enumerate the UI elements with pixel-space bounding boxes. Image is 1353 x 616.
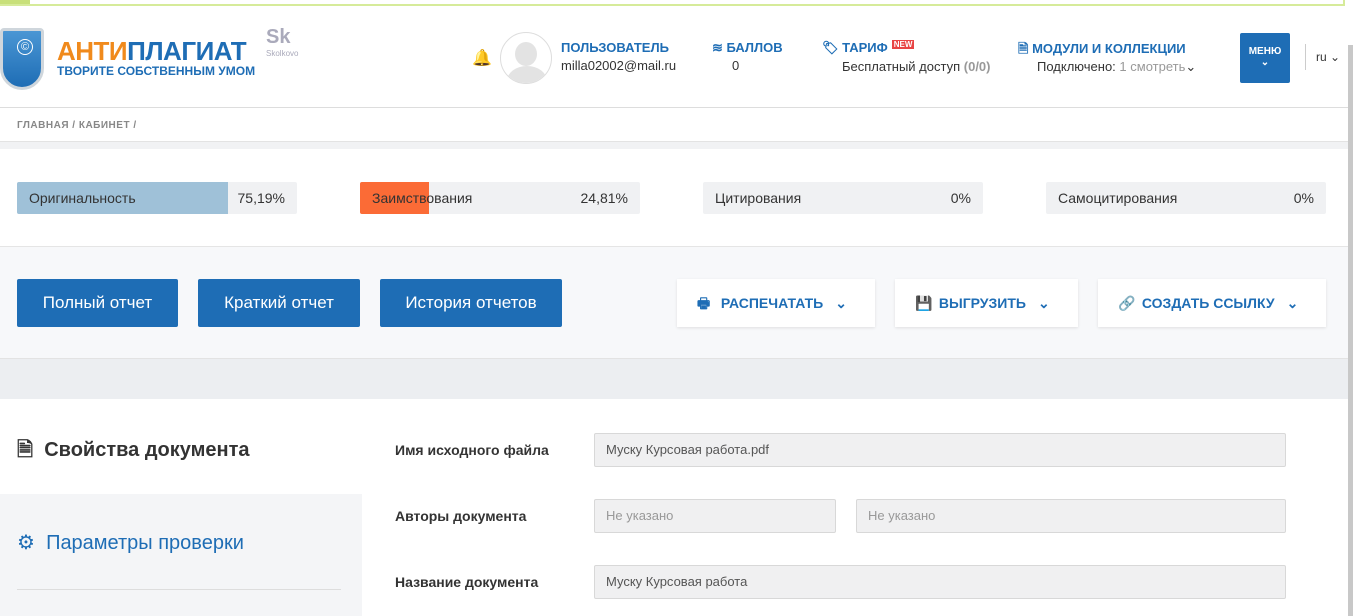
breadcrumb-cabinet[interactable]: КАБИНЕТ xyxy=(78,120,131,131)
menu-button[interactable]: МЕНЮ ⌄ xyxy=(1240,33,1290,83)
short-report-button[interactable]: Краткий отчет xyxy=(198,279,360,327)
new-badge: NEW xyxy=(891,40,915,49)
full-report-button[interactable]: Полный отчет xyxy=(17,279,178,327)
points-value: 0 xyxy=(732,58,740,73)
logo[interactable]: АНТИПЛАГИАТ xyxy=(57,36,247,66)
stat-borrowings: Заимствования 24,81% xyxy=(360,182,640,214)
language-select[interactable]: ru ⌄ xyxy=(1305,44,1340,70)
avatar[interactable] xyxy=(500,32,552,84)
document-icon: 🗎 xyxy=(17,439,34,461)
header: © АНТИПЛАГИАТ ТВОРИТЕ СОБСТВЕННЫМ УМОМ S… xyxy=(0,6,1348,108)
sidebar-item-properties[interactable]: 🗎 Свойства документа xyxy=(0,399,362,494)
breadcrumb: ГЛАВНАЯ / КАБИНЕТ / xyxy=(17,120,137,131)
database-icon: ≋ xyxy=(712,40,727,55)
chevron-down-icon: ⌄ xyxy=(835,295,847,311)
chevron-down-icon: ⌄ xyxy=(1185,59,1197,74)
export-button[interactable]: 💾 ВЫГРУЗИТЬ ⌄ xyxy=(895,279,1078,327)
points-title[interactable]: ≋ БАЛЛОВ xyxy=(712,40,783,55)
print-button[interactable]: 🖶 РАСПЕЧАТАТЬ ⌄ xyxy=(677,279,875,327)
stat-self-citations: Самоцитирования 0% xyxy=(1046,182,1326,214)
scrollbar[interactable] xyxy=(1348,45,1353,616)
document-icon: 🗎 xyxy=(1018,41,1033,56)
report-history-button[interactable]: История отчетов xyxy=(380,279,562,327)
breadcrumb-home[interactable]: ГЛАВНАЯ xyxy=(17,120,70,131)
printer-icon: 🖶 xyxy=(697,295,711,311)
save-icon: 💾 xyxy=(915,295,933,311)
logo-shield-icon: © xyxy=(0,28,44,90)
bell-icon[interactable]: 🔔 xyxy=(472,50,492,67)
user-title[interactable]: ПОЛЬЗОВАТЕЛЬ xyxy=(561,40,669,55)
modules-connected[interactable]: Подключено: 1 смотреть⌄ xyxy=(1037,59,1197,74)
file-name-field[interactable]: Муску Курсовая работа.pdf xyxy=(594,433,1286,467)
report-actions: Полный отчет Краткий отчет История отчет… xyxy=(0,247,1348,359)
file-name-label: Имя исходного файла xyxy=(395,442,549,458)
stat-originality: Оригинальность 75,19% xyxy=(17,182,297,214)
stat-citations: Цитирования 0% xyxy=(703,182,983,214)
authors-label: Авторы документа xyxy=(395,508,527,524)
chevron-down-icon: ⌄ xyxy=(1260,57,1270,68)
tariff-title[interactable]: 🏷 ТАРИФ NEW xyxy=(822,40,915,55)
doc-title-field[interactable]: Муску Курсовая работа xyxy=(594,565,1286,599)
report-stats: Оригинальность 75,19% Заимствования 24,81%… xyxy=(0,149,1348,247)
sidebar-item-params[interactable]: ⚙ Параметры проверки xyxy=(0,494,362,616)
skolkovo-logo: Sk Skolkovo xyxy=(266,26,299,58)
link-icon: 🔗 xyxy=(1118,295,1136,311)
tariff-value: Бесплатный доступ (0/0) xyxy=(842,59,991,74)
chevron-down-icon: ⌄ xyxy=(1286,295,1299,311)
chevron-down-icon: ⌄ xyxy=(1037,295,1050,311)
modules-title[interactable]: 🗎 МОДУЛИ И КОЛЛЕКЦИИ xyxy=(1018,41,1186,56)
user-email: milla02002@mail.ru xyxy=(561,58,677,73)
doc-title-label: Название документа xyxy=(395,574,539,590)
chevron-down-icon: ⌄ xyxy=(1330,50,1341,64)
create-link-button[interactable]: 🔗 СОЗДАТЬ ССЫЛКУ ⌄ xyxy=(1098,279,1326,327)
gear-icon: ⚙ xyxy=(17,532,35,554)
top-border xyxy=(0,0,1345,6)
slogan: ТВОРИТЕ СОБСТВЕННЫМ УМОМ xyxy=(57,64,256,78)
author-field-2[interactable]: Не указано xyxy=(856,499,1286,533)
author-field-1[interactable]: Не указано xyxy=(594,499,836,533)
tag-icon: 🏷 xyxy=(822,40,843,55)
